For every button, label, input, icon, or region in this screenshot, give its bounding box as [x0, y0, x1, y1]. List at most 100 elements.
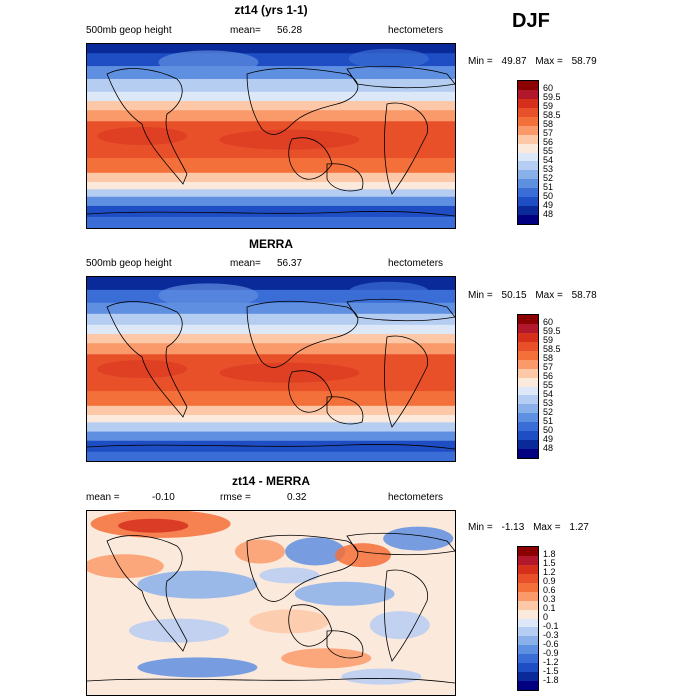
colorbar-tick-label: 58.5	[543, 344, 561, 355]
panel-2-minmax: Min = 50.15 Max = 58.78	[468, 290, 597, 301]
panel-1-mean-value: 56.28	[277, 25, 303, 36]
coastline	[384, 335, 429, 428]
colorbar-segment	[518, 197, 538, 207]
colorbar-tick-label: 60	[543, 317, 554, 328]
coastline	[288, 137, 333, 180]
colorbar-segment	[518, 422, 538, 432]
panel-3-minmax: Min = -1.13 Max = 1.27	[468, 522, 589, 533]
colorbar-segment	[518, 359, 538, 369]
contour-band	[87, 431, 455, 442]
colorbar-segment	[518, 413, 538, 423]
colorbar-segment	[518, 627, 538, 637]
contour-blob	[369, 611, 430, 640]
colorbar-segment	[518, 663, 538, 673]
coastline	[106, 68, 188, 185]
colorbar-tick-label: 55	[543, 146, 554, 156]
contour-band	[87, 101, 455, 111]
colorbar-segment	[518, 125, 538, 135]
colorbar-segment	[518, 582, 538, 592]
contour-blob	[97, 360, 188, 378]
panel-2-mean-value: 56.37	[277, 258, 303, 269]
panel-2-variable: 500mb geop height	[86, 258, 172, 269]
contour-blob	[129, 618, 229, 643]
colorbar-segment	[518, 404, 538, 414]
panel-1-field	[87, 44, 455, 228]
panel-3-map	[86, 510, 456, 696]
colorbar-tick-label: -0.6	[543, 638, 559, 649]
coastline	[87, 444, 455, 450]
colorbar-tick-label: 52	[543, 172, 554, 183]
colorbar-segment	[518, 386, 538, 396]
contour-blob	[158, 283, 259, 308]
panel-2-max-value: 58.78	[571, 290, 597, 301]
colorbar-segment	[518, 315, 538, 324]
contour-band	[87, 451, 455, 461]
coastline	[326, 396, 364, 425]
coastline	[246, 67, 359, 135]
contour-band	[87, 415, 455, 423]
colorbar-tick-label: 49	[543, 199, 554, 210]
colorbar-tick-label: 57	[543, 128, 554, 139]
coastline	[288, 604, 333, 647]
contour-blob	[158, 50, 259, 75]
coastline	[346, 65, 455, 89]
coastline	[326, 163, 364, 192]
colorbar-segment	[518, 636, 538, 646]
colorbar-tick-label: 0.3	[543, 594, 556, 605]
colorbar-segment	[518, 332, 538, 342]
colorbar-segment	[518, 323, 538, 333]
contour-blob	[335, 543, 391, 568]
colorbar-segment	[518, 368, 538, 378]
colorbar-tick-label: -1.8	[543, 674, 559, 685]
panel-1-units: hectometers	[388, 25, 444, 36]
coastline	[106, 301, 188, 418]
colorbar-segment	[518, 161, 538, 171]
panel-2-title: MERRA	[249, 237, 293, 251]
colorbar-tick-label: 53	[543, 397, 554, 408]
colorbar-segment	[518, 547, 538, 556]
colorbar-tick-label: 48	[543, 208, 554, 219]
contour-blob	[234, 539, 285, 564]
colorbar-segment	[518, 672, 538, 682]
colorbar-segment	[518, 143, 538, 153]
colorbar-segment	[518, 555, 538, 565]
panel-1-min-label: Min =	[468, 56, 493, 67]
colorbar-segment	[518, 431, 538, 441]
colorbar-tick-label: 49	[543, 433, 554, 444]
colorbar-segment	[518, 377, 538, 387]
colorbar-tick-label: 0.1	[543, 603, 556, 614]
colorbar-tick-label: 53	[543, 163, 554, 174]
contour-blob	[249, 609, 330, 634]
colorbar-tick-label: 0	[543, 612, 549, 622]
colorbar-segment	[518, 206, 538, 216]
contour-blob	[97, 127, 188, 145]
colorbar-tick-label: 58	[543, 353, 554, 364]
colorbar-tick-label: 51	[543, 415, 554, 426]
panel-3-title: zt14 - MERRA	[231, 474, 310, 488]
contour-blob	[348, 48, 429, 69]
panel-1-max-label: Max =	[535, 56, 563, 67]
colorbar-segment	[518, 341, 538, 351]
colorbar-tick-label: 54	[543, 388, 554, 399]
contour-blob	[294, 581, 395, 606]
colorbar-tick-label: 60	[543, 83, 554, 94]
panel-2-colorbar	[517, 314, 539, 459]
colorbar-segment	[518, 89, 538, 99]
colorbar-segment	[518, 654, 538, 664]
panel-2-min-label: Min =	[468, 290, 493, 301]
colorbar-tick-label: 58.5	[543, 110, 561, 121]
colorbar-segment	[518, 591, 538, 601]
contour-band	[87, 158, 455, 174]
colorbar-tick-label: 55	[543, 380, 554, 390]
colorbar-tick-label: 57	[543, 362, 554, 373]
colorbar-segment	[518, 215, 538, 224]
panel-2-min-value: 50.15	[501, 290, 527, 301]
panel-3-mean-label: mean =	[86, 492, 120, 503]
colorbar-tick-label: 1.8	[543, 549, 556, 560]
contour-band	[87, 78, 455, 93]
coastline	[87, 678, 455, 684]
colorbar-tick-label: 50	[543, 424, 554, 435]
colorbar-tick-label: 52	[543, 406, 554, 417]
panel-1-colorbar	[517, 80, 539, 225]
colorbar-segment	[518, 179, 538, 189]
